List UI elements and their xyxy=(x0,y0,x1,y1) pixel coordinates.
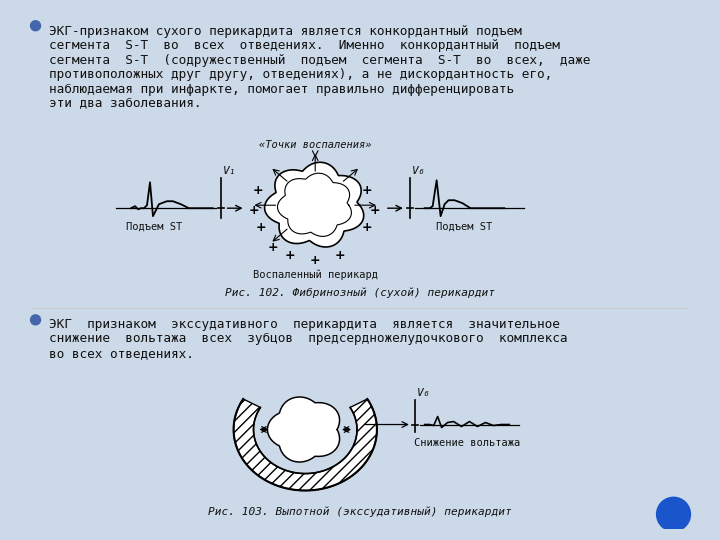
Polygon shape xyxy=(264,162,364,247)
Text: наблюдаемая при инфаркте, помогает правильно дифференцировать: наблюдаемая при инфаркте, помогает прави… xyxy=(50,83,515,96)
Text: Рис. 103. Выпотной (экссудативный) перикардит: Рис. 103. Выпотной (экссудативный) перик… xyxy=(208,507,512,517)
Text: +: + xyxy=(248,204,258,217)
Text: +: + xyxy=(361,184,372,197)
Text: Подъем ST: Подъем ST xyxy=(126,222,182,232)
Text: +: + xyxy=(369,204,380,217)
Text: противоположных друг другу, отведениях), а не дискордантность его,: противоположных друг другу, отведениях),… xyxy=(50,68,553,81)
Text: +: + xyxy=(335,248,346,261)
Text: «Точки воспаления»: «Точки воспаления» xyxy=(259,140,372,150)
Polygon shape xyxy=(267,397,340,462)
Text: +: + xyxy=(255,221,266,234)
Text: ЭКГ  признаком  экссудативного  перикардита  является  значительное: ЭКГ признаком экссудативного перикардита… xyxy=(50,318,560,331)
Text: Рис. 102. Фибринозный (сухой) перикардит: Рис. 102. Фибринозный (сухой) перикардит xyxy=(225,288,495,299)
Text: +: + xyxy=(361,221,372,234)
Text: сегмента  S-T  (содружественный  подъем  сегмента  S-T  во  всех,  даже: сегмента S-T (содружественный подъем сег… xyxy=(50,53,591,66)
Text: эти два заболевания.: эти два заболевания. xyxy=(50,97,202,110)
Polygon shape xyxy=(233,399,377,490)
Text: Снижение вольтажа: Снижение вольтажа xyxy=(415,438,521,449)
Text: V₆: V₆ xyxy=(412,166,426,176)
Text: снижение  вольтажа  всех  зубцов  предсердножелудочкового  комплекса: снижение вольтажа всех зубцов предсердно… xyxy=(50,332,568,345)
Text: V₁: V₁ xyxy=(222,166,236,176)
Text: V₆: V₆ xyxy=(417,388,431,397)
Circle shape xyxy=(30,315,40,325)
Text: сегмента  S-T  во  всех  отведениях.  Именно  конкордантный  подъем: сегмента S-T во всех отведениях. Именно … xyxy=(50,39,560,52)
Text: ЭКГ-признаком сухого перикардита является конкордантный подъем: ЭКГ-признаком сухого перикардита являетс… xyxy=(50,25,522,38)
Circle shape xyxy=(657,497,690,531)
Text: Подъем ST: Подъем ST xyxy=(436,222,492,232)
Text: во всех отведениях.: во всех отведениях. xyxy=(50,347,194,360)
Text: +: + xyxy=(285,248,296,261)
Text: +: + xyxy=(252,184,263,197)
Text: Воспаленный перикард: Воспаленный перикард xyxy=(253,270,378,280)
Circle shape xyxy=(30,21,40,31)
Text: +: + xyxy=(268,241,279,254)
Text: +: + xyxy=(310,254,320,267)
